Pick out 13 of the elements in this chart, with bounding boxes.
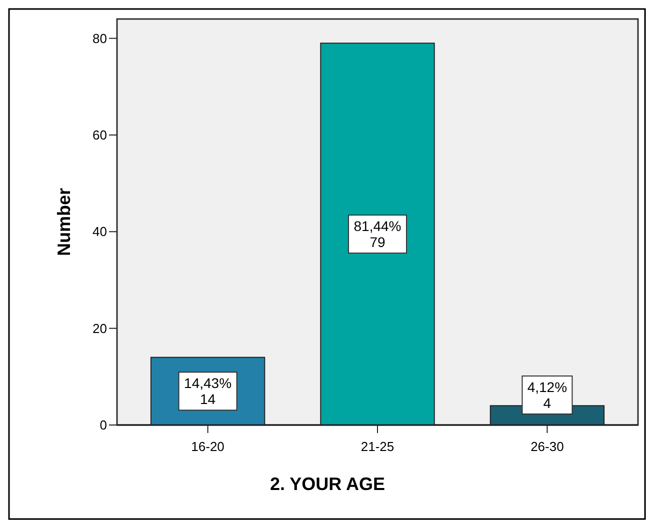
data-label: 81,44% 79	[354, 218, 402, 250]
y-tick-label: 40	[92, 224, 107, 240]
x-axis-title: 2. YOUR AGE	[270, 474, 386, 494]
x-tick-label: 26-30	[530, 439, 564, 454]
data-label: 4,12% 4	[527, 379, 568, 411]
y-tick-label: 60	[92, 128, 107, 143]
y-axis-title: Number	[54, 188, 74, 256]
x-tick-label: 21-25	[360, 439, 394, 454]
x-tick-label: 16-20	[191, 439, 224, 454]
y-tick-label: 80	[92, 30, 107, 46]
data-label: 14,43% 14	[184, 375, 232, 408]
y-tick-label: 20	[92, 320, 107, 336]
y-tick-label: 0	[100, 418, 107, 433]
